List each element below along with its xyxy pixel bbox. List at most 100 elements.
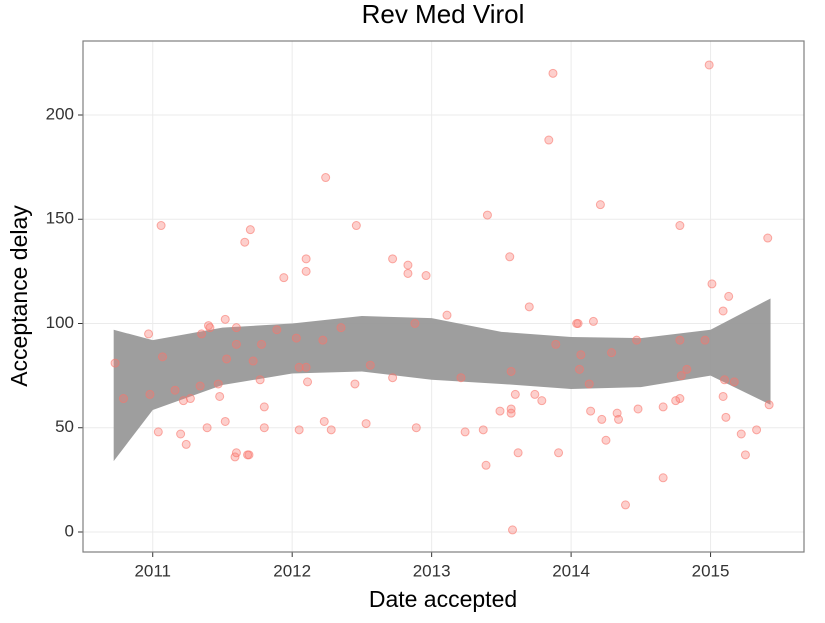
point <box>764 400 774 410</box>
x-tick-label: 2014 <box>552 561 590 580</box>
point <box>675 394 685 404</box>
plot-frame <box>82 40 805 553</box>
point <box>403 268 413 278</box>
point <box>614 414 624 424</box>
point <box>118 394 128 404</box>
y-tick-label: 50 <box>55 417 74 436</box>
point <box>576 350 586 360</box>
point <box>388 373 398 383</box>
point <box>574 364 584 374</box>
point <box>632 335 642 345</box>
point <box>752 425 762 435</box>
point <box>597 414 607 424</box>
point <box>144 329 154 339</box>
y-tick-label: 150 <box>46 209 74 228</box>
point <box>145 389 155 399</box>
point <box>279 273 289 283</box>
point <box>551 339 561 349</box>
point <box>506 408 516 418</box>
point <box>156 221 166 231</box>
point <box>403 260 413 270</box>
point <box>248 356 258 366</box>
point <box>202 423 212 433</box>
point <box>720 375 730 385</box>
point <box>350 379 360 389</box>
point <box>524 302 534 312</box>
point <box>633 404 643 414</box>
x-axis-label: Date accepted <box>369 586 517 612</box>
point <box>365 360 375 370</box>
point <box>658 402 668 412</box>
point <box>460 427 470 437</box>
point <box>495 406 505 416</box>
point <box>510 389 520 399</box>
point <box>724 291 734 301</box>
point <box>506 366 516 376</box>
point <box>301 362 311 372</box>
point <box>222 354 232 364</box>
point <box>181 439 191 449</box>
x-tick-label: 2012 <box>273 561 311 580</box>
x-tick-label: 2015 <box>692 561 730 580</box>
point <box>508 525 518 535</box>
point <box>301 254 311 264</box>
point <box>170 385 180 395</box>
point <box>185 394 195 404</box>
point <box>736 429 746 439</box>
point <box>607 348 617 358</box>
point <box>294 362 304 372</box>
point <box>478 425 488 435</box>
point <box>620 500 630 510</box>
point <box>740 450 750 460</box>
point <box>584 379 594 389</box>
point <box>763 233 773 243</box>
point <box>456 373 466 383</box>
point <box>205 323 215 333</box>
point <box>729 377 739 387</box>
point <box>326 425 336 435</box>
point <box>481 460 491 470</box>
point <box>153 427 163 437</box>
point <box>410 318 420 328</box>
point <box>530 389 540 399</box>
point <box>675 221 685 231</box>
x-tick-label: 2013 <box>413 561 451 580</box>
point <box>718 306 728 316</box>
point <box>588 316 598 326</box>
point <box>718 391 728 401</box>
point <box>548 68 558 78</box>
point <box>303 377 313 387</box>
point <box>321 173 331 183</box>
point <box>255 375 265 385</box>
point <box>554 448 564 458</box>
point <box>676 371 686 381</box>
point <box>707 279 717 289</box>
point <box>244 450 254 460</box>
point <box>301 266 311 276</box>
point <box>421 271 431 281</box>
point <box>513 448 523 458</box>
point <box>482 210 492 220</box>
point <box>157 352 167 362</box>
point <box>178 396 188 406</box>
point <box>318 335 328 345</box>
point <box>411 423 421 433</box>
point <box>294 425 304 435</box>
point <box>259 423 269 433</box>
y-tick-label: 200 <box>46 104 74 123</box>
point <box>700 335 710 345</box>
point <box>213 379 223 389</box>
point <box>595 200 605 210</box>
chart-title: Rev Med Virol <box>362 0 525 29</box>
point <box>240 237 250 247</box>
point <box>544 135 554 145</box>
x-tick-label: 2011 <box>134 561 171 580</box>
point <box>682 364 692 374</box>
point <box>245 225 255 235</box>
point <box>601 435 611 445</box>
point <box>195 381 205 391</box>
point <box>231 339 241 349</box>
plot-background <box>83 41 804 552</box>
point <box>573 318 583 328</box>
